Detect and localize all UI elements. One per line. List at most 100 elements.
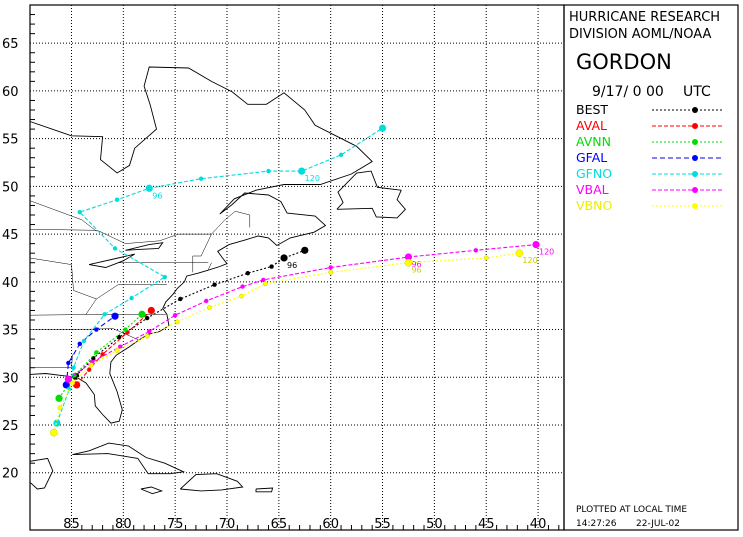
track-point-gfno — [266, 168, 271, 174]
track-point-vbal — [328, 265, 333, 270]
track-point-best — [280, 254, 288, 262]
track-point-vbno — [57, 405, 63, 411]
track-point-gfal — [77, 341, 82, 347]
footer-date: 22-JUL-02 — [636, 519, 680, 529]
track-point-vbno — [70, 380, 75, 386]
y-tick-label: 30 — [2, 371, 19, 386]
track-line-gfno — [56, 127, 383, 424]
legend-label-aval: AVAL — [576, 118, 607, 133]
x-tick-label: 55 — [374, 517, 391, 532]
track-point-vbal — [404, 253, 413, 261]
track-point-gfno — [198, 176, 204, 181]
track-point-vbno — [88, 362, 94, 368]
track-point-vbal — [64, 375, 72, 383]
track-point-gfno — [298, 167, 306, 175]
border-line-2 — [85, 284, 167, 315]
coastline-8 — [88, 253, 135, 268]
track-point-gfal — [94, 327, 99, 332]
track-point-gfal — [66, 360, 71, 366]
track-point-gfno — [102, 312, 107, 317]
coastline-1 — [336, 170, 407, 219]
lat-lon-grid — [30, 5, 564, 530]
track-point-gfno — [378, 124, 387, 132]
legend-marker-avnn — [692, 139, 698, 145]
x-tick-label: 40 — [530, 517, 547, 532]
legend-marker-best — [692, 107, 698, 113]
track-point-gfal — [111, 312, 119, 320]
track-time-label: 96 — [287, 261, 297, 270]
track-point-vbal — [261, 277, 266, 283]
border-line-7 — [29, 257, 97, 300]
track-point-avnn — [123, 327, 128, 332]
track-point-best — [301, 246, 309, 254]
coastline-7 — [125, 242, 164, 251]
track-point-vbal — [532, 240, 540, 249]
x-tick-label: 45 — [478, 517, 495, 532]
x-tick-label: 80 — [115, 517, 132, 532]
track-point-vbal — [204, 298, 209, 304]
track-point-vbno — [239, 293, 244, 299]
track-vbno: 96 120 — [49, 249, 538, 437]
legend-panel-frame — [563, 4, 739, 531]
legend-marker-vbno — [692, 203, 698, 209]
track-time-label: 96 — [411, 260, 421, 269]
legend-marker-vbal — [692, 187, 698, 193]
coastline-4 — [140, 486, 164, 495]
track-time-label: 120 — [539, 248, 554, 257]
track-point-avnn — [55, 394, 63, 402]
legend-label-avnn: AVNN — [576, 134, 611, 149]
track-point-gfno — [338, 152, 344, 158]
track-line-vbno — [53, 252, 520, 433]
track-point-gfno — [129, 295, 134, 301]
track-line-best — [75, 249, 305, 377]
track-point-vbno — [404, 258, 413, 267]
legend-marker-gfno — [692, 171, 698, 177]
track-point-best — [269, 264, 274, 269]
track-point-vbno — [174, 319, 180, 325]
coastline-3 — [179, 473, 244, 492]
track-point-best — [178, 296, 183, 302]
track-point-best — [212, 282, 217, 287]
coastline-6 — [29, 457, 54, 490]
legend-label-vbal: VBAL — [576, 182, 609, 197]
y-tick-label: 45 — [2, 228, 19, 243]
track-point-avnn — [94, 350, 99, 355]
track-point-gfno — [53, 419, 61, 427]
track-point-aval — [147, 306, 155, 315]
x-tick-label: 70 — [219, 517, 236, 532]
legend-label-vbno: VBNO — [576, 198, 612, 213]
footer-time: 14:27:26 — [576, 519, 617, 529]
track-time-label: 96 — [152, 191, 162, 200]
track-point-gfal — [62, 381, 70, 389]
y-tick-label: 25 — [2, 419, 19, 434]
track-point-gfno — [145, 184, 153, 192]
track-point-vbno — [114, 348, 120, 353]
x-tick-label: 50 — [426, 517, 443, 532]
x-tick-label: 75 — [167, 517, 184, 532]
legend-label-gfal: GFAL — [576, 150, 607, 165]
track-point-gfno — [81, 338, 87, 344]
track-point-avnn — [138, 310, 146, 318]
track-time-label: 120 — [522, 256, 537, 265]
track-point-best — [144, 315, 150, 321]
track-point-vbal — [473, 248, 479, 253]
track-point-vbal — [172, 313, 178, 318]
border-line-9 — [29, 200, 97, 232]
axis-tick-labels: 85 80 75 70 65 60 55 50 45 40 20 25 30 35 40 45 50 55 60 65 — [2, 37, 546, 532]
y-tick-label: 50 — [2, 180, 19, 195]
legend-label-best: BEST — [576, 102, 608, 117]
legend-marker-gfal — [692, 155, 698, 161]
header-line2: DIVISION AOML/NOAA — [569, 27, 711, 42]
track-point-vbno — [328, 269, 334, 275]
x-tick-label: 65 — [271, 517, 288, 532]
track-point-vbno — [483, 255, 489, 261]
footer-note: PLOTTED AT LOCAL TIME — [576, 505, 687, 515]
y-tick-label: 65 — [2, 37, 19, 52]
border-line-5 — [192, 233, 212, 273]
forecast-timezone: UTC — [683, 84, 711, 100]
track-point-aval — [86, 367, 92, 372]
